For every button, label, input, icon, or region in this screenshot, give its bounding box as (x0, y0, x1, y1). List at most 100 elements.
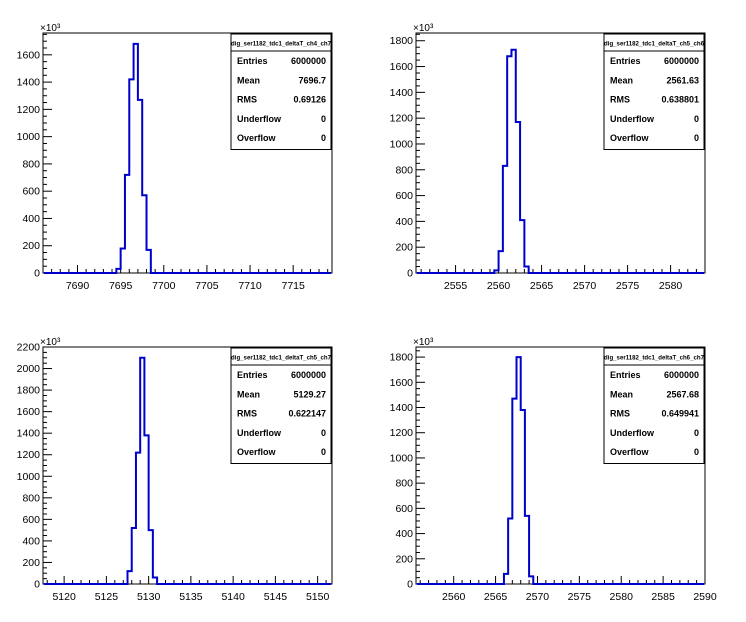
y-tick-label: 1200 (390, 113, 414, 125)
stats-row-label: Mean (237, 389, 260, 399)
stats-box-frame (230, 33, 332, 150)
x-tick-label: 7700 (152, 280, 176, 292)
histogram-panel-2: 2555 2560 2565 2570 2575 2580 0 200 400 600 800 100… (390, 23, 706, 292)
x-tick-label: 2575 (568, 591, 592, 603)
stats-row-value: 2561.63 (666, 75, 699, 85)
y-tick-label: 800 (395, 164, 413, 176)
stats-row-value: 0 (321, 428, 326, 438)
y-tick-label: 600 (395, 503, 413, 515)
x-tick-label: 2570 (526, 591, 550, 603)
y-tick-label: 1600 (17, 49, 41, 61)
y-tick-label: 1800 (17, 385, 41, 397)
y-tick-label: 400 (395, 528, 413, 540)
stats-row-label: Mean (610, 75, 633, 85)
stats-row-value: 0 (694, 428, 699, 438)
y-tick-label: 1400 (390, 87, 414, 99)
y-tick-label: 1800 (390, 352, 414, 364)
x-tick-label: 2560 (487, 280, 511, 292)
stats-row-value: 7696.7 (298, 75, 326, 85)
stats-row-value: 6000000 (291, 370, 326, 380)
y-tick-label: 200 (22, 240, 40, 252)
y-exponent-label: ×10³ (413, 23, 434, 34)
stats-box-frame (603, 347, 705, 464)
y-tick-label: 2200 (17, 342, 41, 354)
stats-row-value: 0 (694, 447, 699, 457)
x-tick-label: 2590 (693, 591, 717, 603)
y-exponent-label: ×10³ (40, 23, 61, 34)
x-tick-label: 2555 (444, 280, 468, 292)
stats-row-label: RMS (237, 95, 257, 105)
histogram-bin (138, 100, 142, 273)
stats-row-label: Underflow (610, 114, 655, 124)
stats-row-value: 5129.27 (293, 389, 326, 399)
histogram-series-line (44, 356, 331, 585)
y-tick-label: 200 (395, 553, 413, 565)
y-tick-label: 2000 (17, 363, 41, 375)
histogram-bin (149, 530, 153, 584)
histogram-bin (494, 270, 498, 273)
y-tick-label: 800 (22, 492, 40, 504)
stats-row-label: Overflow (610, 447, 650, 457)
histogram-bin (521, 410, 525, 584)
stats-row-value: 2567.68 (666, 389, 699, 399)
histogram-bin (525, 516, 529, 584)
y-tick-label: 0 (34, 268, 40, 280)
stats-title: dig_ser1182_tdc1_deltaT_ch4_ch7 (231, 41, 332, 48)
histogram-bin (153, 578, 157, 584)
histogram-bin (132, 528, 136, 584)
histogram-bin (507, 56, 511, 273)
stats-row-label: Entries (610, 56, 641, 66)
x-tick-label: 2570 (573, 280, 597, 292)
stats-row-value: 0 (321, 114, 326, 124)
histogram-bin (511, 50, 515, 273)
y-tick-label: 200 (22, 557, 40, 569)
histogram-bin (524, 267, 528, 273)
histogram-bin (142, 195, 146, 273)
stats-row-value: 0 (321, 133, 326, 143)
x-tick-label: 5120 (52, 591, 76, 603)
histogram-bin (516, 122, 520, 273)
histogram-series-line (417, 356, 704, 585)
stats-row-label: Overflow (237, 133, 277, 143)
stats-row-value: 6000000 (291, 56, 326, 66)
histogram-bin (129, 79, 133, 273)
histogram-bin (508, 518, 512, 584)
histogram-bin (504, 574, 508, 584)
y-tick-label: 1200 (17, 104, 41, 116)
y-tick-label: 1800 (390, 35, 414, 47)
stats-title: dig_ser1182_tdc1_deltaT_ch5_ch6 (604, 41, 705, 48)
histogram-bin (121, 248, 125, 273)
y-tick-label: 400 (395, 216, 413, 228)
stats-row-label: Underflow (610, 428, 655, 438)
histogram-series-line (417, 48, 704, 274)
stats-row-label: Overflow (610, 133, 650, 143)
y-tick-label: 1200 (17, 449, 41, 461)
histogram-bin (147, 250, 151, 273)
x-tick-label: 5150 (306, 591, 330, 603)
x-tick-label: 2585 (651, 591, 675, 603)
stats-box-frame (230, 347, 332, 464)
stats-row-label: Underflow (237, 114, 282, 124)
y-tick-label: 0 (34, 579, 40, 591)
stats-row-label: Mean (237, 75, 260, 85)
y-tick-label: 600 (395, 190, 413, 202)
stats-row-label: Underflow (237, 428, 282, 438)
stats-row-label: RMS (610, 409, 630, 419)
y-tick-label: 600 (22, 514, 40, 526)
stats-row-value: 0.638801 (661, 95, 699, 105)
y-tick-label: 0 (407, 268, 413, 280)
y-tick-label: 1000 (17, 131, 41, 143)
histogram-bin (125, 175, 129, 273)
y-tick-label: 400 (22, 535, 40, 547)
stats-row-label: Entries (237, 56, 268, 66)
stats-box: dig_ser1182_tdc1_deltaT_ch6_ch7 Entries 60… (603, 347, 705, 464)
stats-row-value: 0.622147 (288, 409, 326, 419)
stats-row-label: Entries (237, 370, 268, 380)
stats-row-label: Mean (610, 389, 633, 399)
y-tick-label: 1400 (390, 402, 414, 414)
histogram-bin (128, 571, 132, 584)
histogram-bin (520, 220, 524, 273)
x-tick-label: 5130 (137, 591, 161, 603)
stats-title: dig_ser1182_tdc1_deltaT_ch5_ch7 (231, 355, 332, 362)
x-tick-label: 7705 (195, 280, 219, 292)
